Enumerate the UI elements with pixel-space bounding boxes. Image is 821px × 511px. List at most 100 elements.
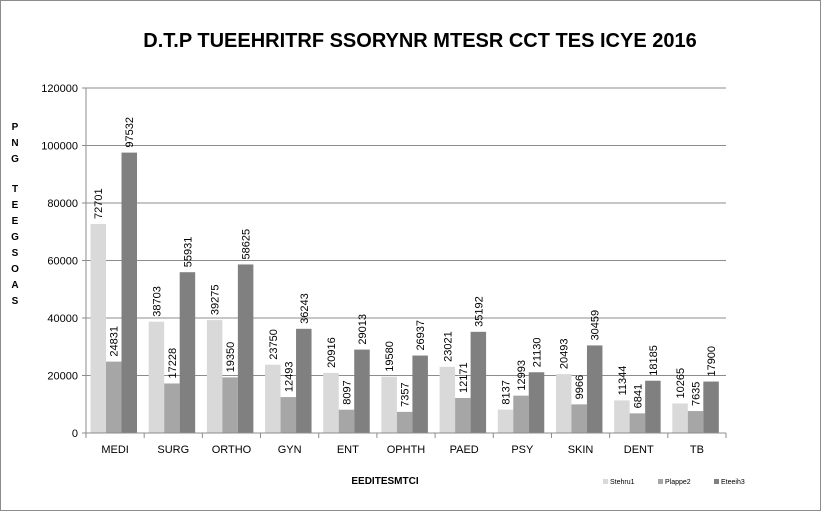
y-axis-title-char: S bbox=[12, 248, 19, 259]
data-labels: 72701 24831 97532 38703 17228 55931 39275 19350… bbox=[93, 117, 718, 408]
bar bbox=[206, 320, 223, 433]
data-label: 23021 bbox=[442, 331, 454, 362]
bar bbox=[497, 409, 514, 433]
data-label: 20493 bbox=[559, 338, 571, 369]
bar bbox=[571, 404, 587, 433]
bar bbox=[106, 361, 122, 433]
legend-swatch bbox=[714, 479, 719, 484]
legend-entry: Plappe2 bbox=[665, 479, 691, 486]
bar bbox=[439, 366, 456, 433]
bar bbox=[672, 403, 688, 433]
bar bbox=[455, 398, 471, 433]
x-axis-title: EEDITESMTCI bbox=[351, 476, 418, 487]
data-label: 10265 bbox=[675, 368, 687, 399]
bar bbox=[121, 152, 137, 433]
data-label: 21130 bbox=[532, 337, 544, 367]
bar bbox=[354, 349, 370, 433]
data-label: 24831 bbox=[109, 326, 121, 357]
bar bbox=[338, 409, 355, 433]
data-label: 55931 bbox=[182, 237, 194, 268]
data-label: 35192 bbox=[473, 296, 485, 327]
data-label: 39275 bbox=[210, 284, 222, 315]
bar bbox=[296, 328, 312, 433]
y-axis-title-char: S bbox=[12, 296, 19, 307]
y-axis-title-char: E bbox=[12, 216, 19, 227]
y-axis-title-char: P bbox=[12, 122, 19, 133]
y-axis-title-char: E bbox=[12, 200, 19, 211]
category-label: SURG bbox=[157, 444, 189, 456]
bar bbox=[687, 411, 704, 433]
bar bbox=[470, 331, 487, 433]
category-label: PSY bbox=[511, 444, 534, 456]
bar bbox=[629, 413, 646, 433]
data-label: 17228 bbox=[167, 348, 179, 379]
bar bbox=[381, 376, 397, 433]
bar bbox=[164, 383, 180, 433]
y-tick-label: 100000 bbox=[41, 141, 78, 153]
category-label: ORTHO bbox=[212, 444, 252, 456]
bar bbox=[265, 364, 281, 433]
bar bbox=[586, 345, 603, 433]
bar bbox=[528, 372, 545, 433]
data-label: 19350 bbox=[225, 342, 237, 373]
data-label: 17900 bbox=[706, 346, 718, 377]
bar bbox=[614, 400, 630, 433]
category-label: SKIN bbox=[568, 444, 594, 456]
y-tick-label: 120000 bbox=[41, 83, 78, 95]
bar bbox=[412, 355, 428, 433]
data-label: 72701 bbox=[93, 188, 105, 219]
bar bbox=[703, 381, 719, 433]
y-tick-label: 80000 bbox=[47, 198, 78, 210]
y-axis-title-char: N bbox=[11, 138, 18, 149]
category-label: PAED bbox=[450, 444, 479, 456]
data-label: 26937 bbox=[415, 320, 427, 351]
bar bbox=[323, 372, 339, 433]
bar bbox=[396, 411, 413, 433]
axes: 0 20000 40000 60000 80000 100000 120000 MEDI SUR… bbox=[41, 83, 727, 456]
data-label: 18185 bbox=[648, 345, 660, 376]
data-label: 23750 bbox=[268, 329, 280, 360]
bar bbox=[555, 374, 572, 433]
bars bbox=[90, 152, 719, 433]
bar bbox=[280, 397, 297, 433]
category-label: OPHTH bbox=[387, 444, 426, 456]
chart-title: D.T.P TUEEHRITRF SSORYNR MTESR CCT TES I… bbox=[143, 30, 696, 52]
bar bbox=[513, 395, 529, 433]
data-label: 12493 bbox=[283, 361, 295, 392]
category-label: ENT bbox=[337, 444, 359, 456]
data-label: 38703 bbox=[151, 286, 163, 317]
bar bbox=[645, 380, 661, 433]
data-label: 7635 bbox=[691, 382, 703, 406]
y-tick-label: 60000 bbox=[47, 256, 78, 268]
y-tick-label: 0 bbox=[72, 428, 78, 440]
data-label: 12993 bbox=[516, 360, 528, 391]
data-label: 30459 bbox=[590, 310, 602, 341]
y-axis-title-char: T bbox=[12, 184, 18, 195]
category-label: TB bbox=[690, 444, 704, 456]
y-tick-label: 40000 bbox=[47, 313, 78, 325]
category-label: GYN bbox=[278, 444, 302, 456]
data-label: 20916 bbox=[326, 337, 338, 368]
y-axis-title-char: G bbox=[11, 154, 19, 165]
legend-swatch bbox=[658, 479, 663, 484]
legend-swatch bbox=[603, 479, 608, 484]
data-label: 7357 bbox=[400, 382, 412, 406]
data-label: 58625 bbox=[241, 229, 253, 260]
data-label: 12171 bbox=[458, 362, 470, 393]
legend: Stehru1 Plappe2 Eteeih3 bbox=[603, 479, 745, 486]
data-label: 19580 bbox=[384, 341, 396, 372]
data-label: 11344 bbox=[617, 366, 629, 396]
bar bbox=[90, 223, 106, 433]
y-axis-title-char: G bbox=[11, 232, 19, 243]
y-tick-label: 20000 bbox=[47, 371, 78, 383]
bar bbox=[222, 377, 238, 433]
data-label: 6841 bbox=[632, 384, 644, 408]
data-label: 36243 bbox=[299, 293, 311, 324]
legend-entry: Eteeih3 bbox=[721, 479, 745, 486]
bar bbox=[179, 272, 196, 433]
data-label: 9966 bbox=[574, 375, 586, 399]
legend-entry: Stehru1 bbox=[610, 479, 635, 486]
bar bbox=[237, 264, 254, 433]
